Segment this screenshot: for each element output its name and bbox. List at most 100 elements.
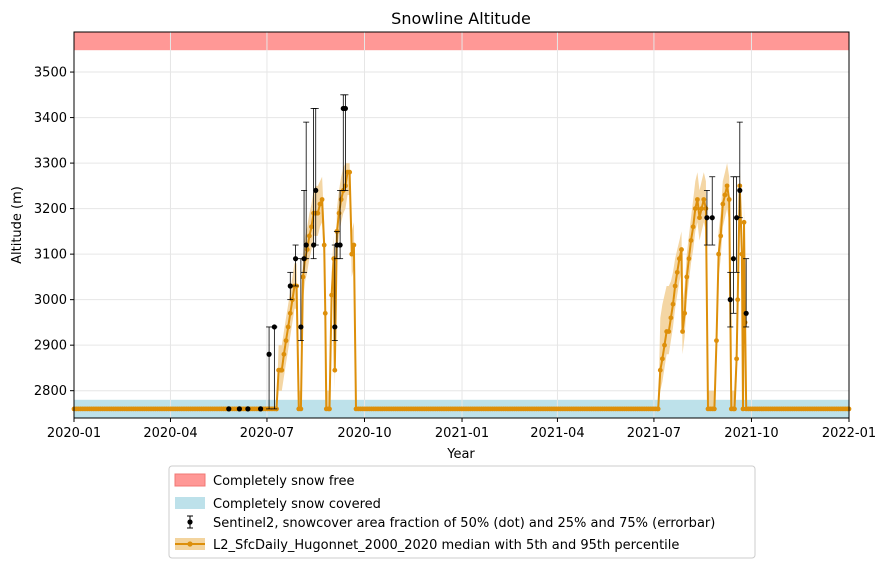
x-tick-label: 2021-10 [724,426,778,441]
grid-layer [73,32,850,418]
sentinel2-point [727,271,734,328]
legend-swatch-snow-covered [175,497,205,509]
median-point [317,201,323,207]
median-point [701,197,707,202]
sentinel2-point [736,121,743,219]
sentinel2-point [271,324,278,410]
median-point [300,274,306,280]
sentinel2-point [733,176,740,273]
x-tick-label: 2020-01 [47,426,101,441]
median-point [329,292,335,298]
legend-swatch-hugonnet [175,538,205,550]
legend-label-sentinel2: Sentinel2, snowcover area fraction of 50… [213,516,715,531]
median-point [718,233,724,239]
sentinel2-point [730,176,737,314]
median-point [735,297,741,303]
sentinel2-point [287,271,294,301]
series-layer [71,94,852,412]
sentinel2-point [303,121,310,260]
sentinel2-point [226,406,232,412]
median-point [336,210,342,216]
y-axis: 2800 2900 3000 3100 3200 3300 3400 3500 [34,66,74,399]
median-point [699,206,705,212]
chart-title: Snowline Altitude [391,9,531,28]
sentinel2-point [342,94,349,191]
legend: Completely snow free Completely snow cov… [168,465,756,559]
legend-swatch-sentinel2 [187,515,193,529]
band-0 [74,32,849,51]
y-tick-label: 3500 [34,66,67,81]
y-tick-label: 2800 [34,384,67,399]
x-tick-label: 2020-10 [337,426,391,441]
median-point [338,197,344,202]
median-point [674,269,680,275]
median-point [716,251,721,257]
band-layer [74,32,849,418]
median-point [676,256,682,262]
median-point [347,169,353,175]
median-point [724,183,730,189]
median-point [298,406,304,412]
median-point [662,342,667,348]
median-point [315,210,321,216]
median-point [741,219,747,225]
sentinel2-point [292,244,299,287]
legend-box [168,465,756,559]
median-point [697,215,702,221]
sentinel2-point [236,406,242,412]
x-tick-label: 2022-01 [822,426,876,441]
sentinel2-point [297,258,304,342]
median-point [321,242,327,248]
y-tick-label: 3400 [34,111,67,126]
x-tick-label: 2020-07 [240,426,294,441]
median-line [74,171,849,410]
median-point [327,406,332,412]
median-point [682,310,688,316]
x-tick-label: 2020-04 [143,426,197,441]
y-axis-title: Altitude (m) [10,186,25,264]
median-point [351,242,357,248]
median-point [319,197,325,202]
median-point [686,256,692,262]
median-point [739,251,745,257]
median-point [726,197,732,202]
median-point [670,301,676,307]
x-tick-label: 2021-04 [530,426,584,441]
plot-frame [73,31,850,419]
y-tick-label: 3300 [34,157,67,172]
median-point [720,201,726,207]
x-axis: 2020-01 2020-04 2020-07 2020-10 2021-01 2021-… [47,418,876,441]
median-point [714,338,719,344]
sentinel2-point [703,190,710,246]
median-point [692,206,698,212]
legend-label-snow-free: Completely snow free [213,474,354,489]
sentinel2-point [245,406,251,412]
median-point [694,197,700,202]
median-point [703,206,709,212]
median-point [309,224,314,230]
median-point [655,406,661,412]
sentinel2-point [743,258,750,328]
median-point [684,274,690,280]
sentinel2-point [312,108,319,246]
median-point [722,192,728,198]
median-point [668,315,674,321]
y-tick-label: 3200 [34,202,67,217]
median-point [660,356,665,362]
median-point [734,356,740,362]
median-point [285,324,291,330]
sentinel2-point [266,326,273,410]
median-point [680,329,685,334]
median-point [666,329,672,334]
y-tick-label: 3100 [34,248,67,263]
median-point [690,224,696,230]
sentinel2-point [709,176,716,246]
median-point [657,367,663,373]
median-point [672,283,678,289]
median-point [679,247,684,252]
median-point [281,351,287,357]
x-axis-title: Year [446,447,475,462]
median-point [332,367,338,373]
